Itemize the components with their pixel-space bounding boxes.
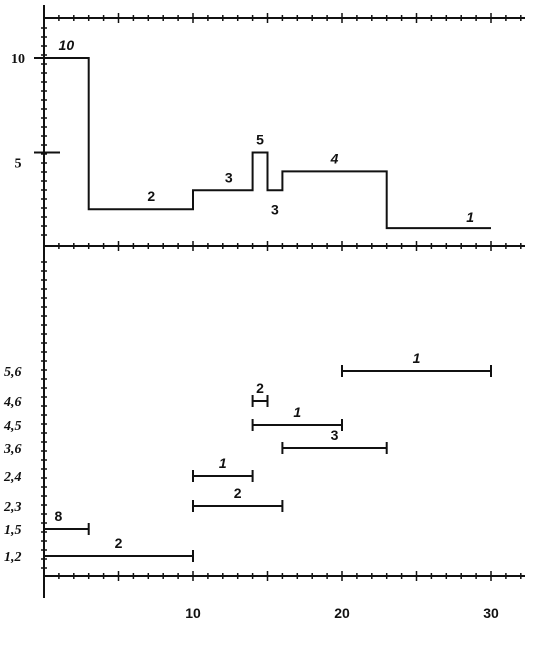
y-tick-label: 5: [15, 157, 22, 172]
row-label: 4,5: [3, 419, 22, 434]
interval-label: 1: [293, 404, 301, 420]
interval-label: 2: [115, 535, 123, 551]
step-label: 1: [466, 209, 474, 225]
row-label: 4,6: [3, 395, 22, 410]
step-label: 4: [330, 150, 339, 166]
x-tick-label: 20: [334, 605, 350, 621]
step-line: [44, 57, 491, 230]
step-label: 3: [271, 201, 279, 217]
step-label: 10: [59, 37, 75, 53]
interval-label: 2: [234, 485, 242, 501]
step-label: 2: [147, 188, 155, 204]
axes: [34, 5, 525, 598]
interval-label: 1: [413, 350, 421, 366]
bottom-interval-series: [44, 365, 492, 562]
top-step-series: [44, 57, 491, 230]
x-tick-label: 30: [483, 605, 499, 621]
interval-label: 8: [54, 508, 62, 524]
interval-label: 1: [219, 455, 227, 471]
row-label: 5,6: [4, 365, 22, 380]
row-label: 1,2: [4, 550, 22, 565]
y-tick-label: 10: [11, 52, 25, 67]
step-label: 3: [225, 169, 233, 185]
row-label: 3,6: [3, 442, 22, 457]
x-tick-label: 10: [185, 605, 201, 621]
step-label: 5: [256, 132, 264, 148]
row-label: 2,3: [3, 500, 22, 515]
row-label: 1,5: [4, 523, 22, 538]
interval-label: 3: [331, 427, 339, 443]
row-label: 2,4: [3, 470, 22, 485]
interval-label: 2: [256, 380, 264, 396]
